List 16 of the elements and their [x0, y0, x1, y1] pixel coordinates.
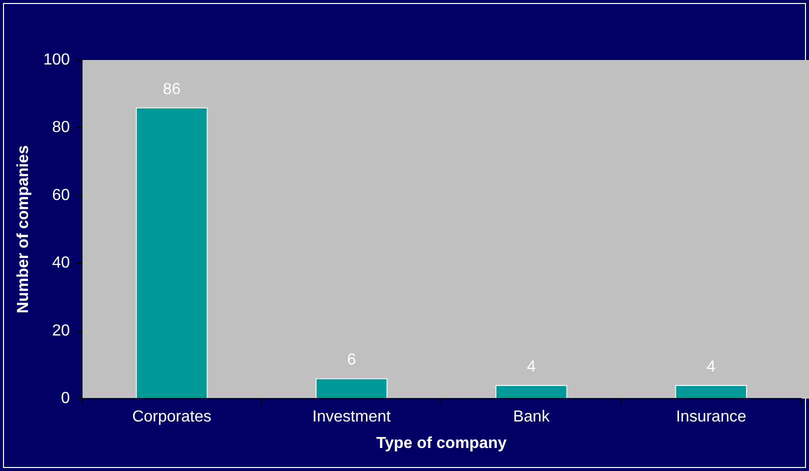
- data-label: 6: [347, 352, 356, 369]
- y-tick-label: 100: [43, 51, 70, 68]
- y-tick-label: 20: [52, 322, 70, 340]
- y-axis-title: Number of companies: [15, 145, 32, 314]
- x-tick-label: Corporates: [132, 408, 212, 426]
- data-label: 4: [706, 358, 716, 376]
- x-axis-title: Type of company: [376, 434, 507, 452]
- data-label: 4: [526, 358, 536, 376]
- y-tick-label: 80: [52, 119, 70, 136]
- y-tick-label: 0: [60, 390, 70, 408]
- x-tick-label: Bank: [513, 408, 551, 426]
- data-label: 86: [162, 80, 181, 98]
- y-tick-label: 40: [52, 254, 70, 272]
- x-tick-label: Investment: [312, 408, 392, 426]
- y-tick-label: 60: [52, 186, 70, 204]
- x-tick-label: Insurance: [676, 408, 746, 426]
